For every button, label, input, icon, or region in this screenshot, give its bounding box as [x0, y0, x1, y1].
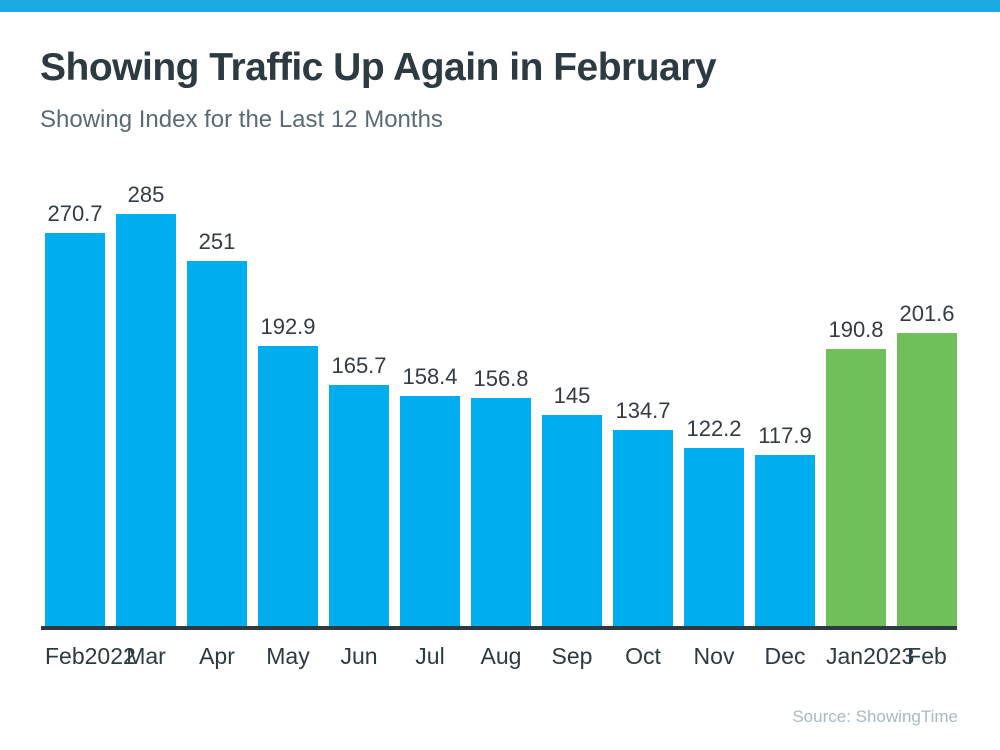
x-axis-tick-label: Oct — [613, 642, 673, 671]
bar-column-apr: 251 — [187, 182, 247, 626]
bar-value-label: 270.7 — [47, 201, 103, 226]
bar-column-mar: 285 — [116, 182, 176, 626]
bar — [116, 214, 176, 626]
month-label: Dec — [764, 643, 806, 669]
bar — [755, 455, 815, 626]
bar-value-label: 190.8 — [828, 317, 884, 342]
month-label: Aug — [480, 643, 522, 669]
bar-value-label: 192.9 — [260, 314, 316, 339]
bar-value-label: 117.9 — [758, 423, 812, 448]
bar — [187, 261, 247, 626]
bar-value-label: 251 — [198, 229, 236, 254]
month-label: Jul — [415, 643, 445, 669]
x-axis-tick-label: Mar — [116, 642, 176, 671]
top-accent-bar — [0, 0, 1000, 12]
bar — [542, 415, 602, 626]
bar — [471, 398, 531, 626]
bars-area: 270.7 285 251 192.9 165.7 158.4 156.8 145 134.7 1… — [45, 182, 957, 626]
month-label: Oct — [625, 643, 661, 669]
bar — [258, 346, 318, 626]
bar — [613, 430, 673, 626]
month-label: Feb — [907, 643, 947, 669]
bar — [684, 448, 744, 626]
x-axis-tick-label: Aug — [471, 642, 531, 671]
x-axis-tick-label: Dec — [755, 642, 815, 671]
month-label: Nov — [693, 643, 735, 669]
x-axis-tick-label: May — [258, 642, 318, 671]
bar — [826, 349, 886, 626]
bar-column-may: 192.9 — [258, 182, 318, 626]
bar-column-jun: 165.7 — [329, 182, 389, 626]
bar-value-label: 285 — [127, 182, 165, 207]
bar-value-label: 158.4 — [402, 364, 458, 389]
x-axis-tick-label: Nov — [684, 642, 744, 671]
bar — [45, 233, 105, 626]
source-attribution: Source: ShowingTime — [792, 707, 958, 726]
bar-column-sep: 145 — [542, 182, 602, 626]
bar — [897, 333, 957, 626]
month-label: Jan — [826, 643, 864, 669]
year-label: 2023 — [863, 643, 915, 669]
month-label: Feb — [45, 643, 85, 669]
x-axis-tick-label: Sep — [542, 642, 602, 671]
month-label: May — [266, 643, 310, 669]
bar-column-oct: 134.7 — [613, 182, 673, 626]
page-subtitle: Showing Index for the Last 12 Months — [40, 106, 443, 133]
x-axis-line — [41, 626, 957, 630]
x-axis-tick-label: Jun — [329, 642, 389, 671]
bar-column-jan-2023: 190.8 — [826, 182, 886, 626]
x-axis-labels: Feb2022 Mar Apr May Jun Jul Aug Sep Oct Nov Dec Jan… — [45, 642, 957, 671]
x-axis-tick-label: Feb2022 — [45, 642, 136, 671]
bar — [329, 385, 389, 626]
month-label: Apr — [199, 643, 235, 669]
bar-column-aug: 156.8 — [471, 182, 531, 626]
bar-value-label: 122.2 — [686, 416, 742, 441]
bar-value-label: 134.7 — [615, 398, 671, 423]
bar-value-label: 145 — [553, 383, 591, 408]
x-axis-tick-label: Feb — [897, 642, 957, 671]
bar-value-label: 156.8 — [473, 366, 529, 391]
month-label: Sep — [551, 643, 593, 669]
bar — [400, 396, 460, 626]
bar-value-label: 165.7 — [331, 353, 387, 378]
bar-column-dec: 117.9 — [755, 182, 815, 626]
bar-column-feb: 201.6 — [897, 182, 957, 626]
page-title: Showing Traffic Up Again in February — [40, 46, 717, 89]
bar-column-nov: 122.2 — [684, 182, 744, 626]
year-label: 2022 — [84, 643, 136, 669]
bar-column-feb-2022: 270.7 — [45, 182, 105, 626]
x-axis-tick-label: Apr — [187, 642, 247, 671]
month-label: Jun — [340, 643, 378, 669]
bar-value-label: 201.6 — [899, 301, 955, 326]
bar-column-jul: 158.4 — [400, 182, 460, 626]
x-axis-tick-label: Jul — [400, 642, 460, 671]
x-axis-tick-label: Jan2023 — [826, 642, 914, 671]
month-label: Mar — [126, 643, 166, 669]
